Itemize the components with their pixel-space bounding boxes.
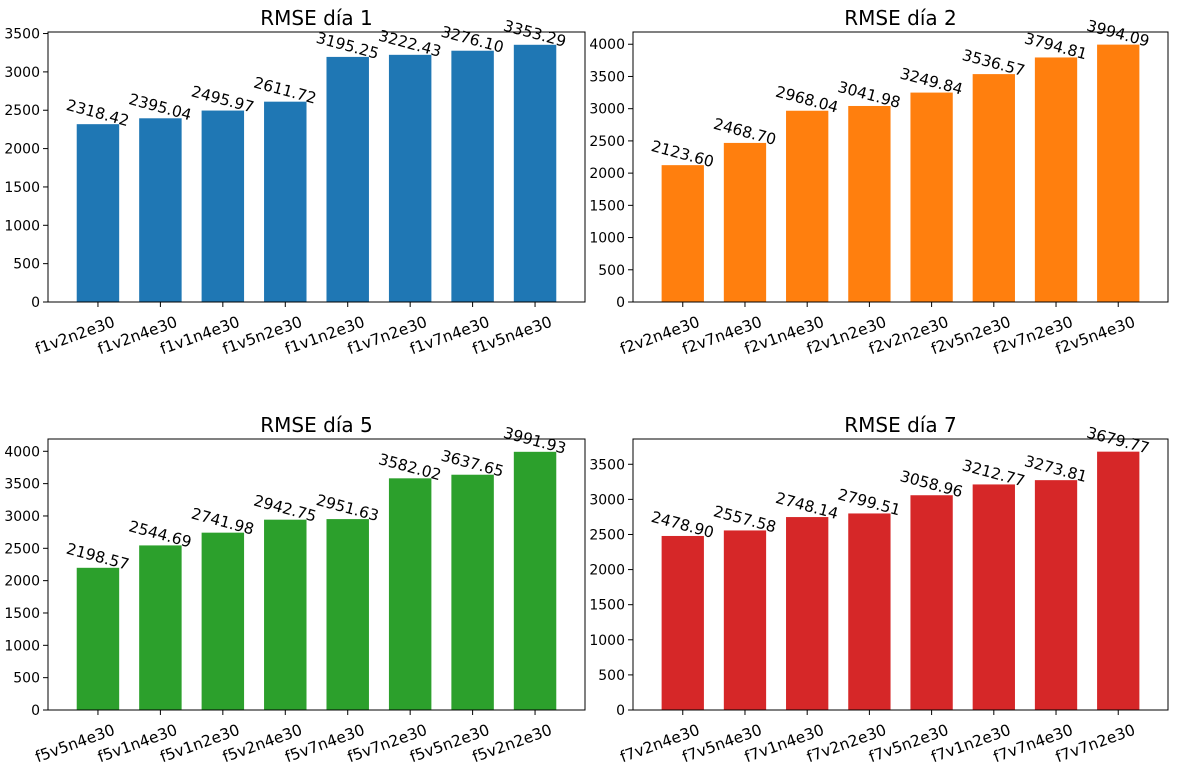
y-tick-label: 1000: [589, 633, 625, 649]
y-tick-label: 2500: [589, 134, 625, 150]
y-tick-label: 0: [31, 703, 40, 719]
bar: [513, 451, 557, 710]
y-tick-label: 3500: [589, 457, 625, 473]
axes-frame: [47, 438, 586, 711]
bar: [139, 545, 182, 710]
bar: [326, 519, 369, 710]
bar: [264, 101, 307, 302]
y-tick-label: 2000: [589, 563, 625, 579]
bar: [1034, 480, 1078, 710]
subplot-4: RMSE día 72478.90f7v2n4e302557.58f7v5n4e…: [589, 413, 1169, 766]
bar: [1097, 451, 1140, 710]
bar: [264, 519, 307, 710]
bar: [451, 50, 494, 302]
bar: [661, 165, 704, 302]
y-tick-label: 1500: [4, 606, 40, 622]
bar: [848, 513, 891, 710]
bar: [388, 54, 432, 303]
bar: [76, 567, 120, 710]
bar: [723, 530, 767, 710]
bar: [723, 142, 767, 302]
bar: [786, 517, 829, 710]
subplot-1: RMSE día 12318.42f1v2n2e302395.04f1v2n4e…: [4, 6, 586, 358]
y-tick-label: 3000: [589, 102, 625, 118]
y-tick-label: 500: [598, 668, 625, 684]
y-tick-label: 4000: [4, 444, 40, 460]
y-tick-label: 3000: [589, 492, 625, 508]
y-tick-label: 500: [598, 263, 625, 279]
bar: [910, 495, 953, 710]
y-tick-label: 1000: [4, 218, 40, 234]
y-tick-label: 2000: [589, 166, 625, 182]
y-tick-label: 0: [616, 295, 625, 311]
bar: [139, 118, 182, 302]
y-tick-label: 3500: [4, 27, 40, 43]
y-tick-label: 1500: [589, 198, 625, 214]
y-tick-label: 0: [616, 703, 625, 719]
y-tick-label: 500: [13, 671, 40, 687]
bar: [201, 532, 245, 710]
y-tick-label: 1500: [4, 180, 40, 196]
bar: [201, 110, 245, 302]
y-tick-label: 500: [13, 257, 40, 273]
y-tick-label: 2000: [4, 574, 40, 590]
axes-frame: [632, 31, 1169, 303]
bar: [451, 474, 494, 710]
chart-title: RMSE día 7: [844, 413, 956, 437]
y-tick-label: 3000: [4, 65, 40, 81]
y-tick-label: 3000: [4, 509, 40, 525]
bar: [848, 105, 891, 303]
chart-title: RMSE día 1: [260, 6, 372, 30]
bar: [76, 124, 120, 302]
y-tick-label: 2000: [4, 142, 40, 158]
y-tick-label: 0: [31, 295, 40, 311]
bar: [972, 484, 1015, 710]
y-tick-label: 1500: [589, 598, 625, 614]
y-tick-label: 4000: [589, 37, 625, 53]
subplot-3: RMSE día 52198.57f5v5n4e302544.69f5v1n4e…: [4, 413, 586, 766]
axes-frame: [47, 31, 586, 303]
bar: [786, 110, 829, 302]
bar: [661, 535, 704, 710]
y-tick-label: 2500: [589, 527, 625, 543]
bar: [1097, 44, 1140, 303]
bar: [388, 478, 432, 710]
y-tick-label: 1000: [4, 638, 40, 654]
bar: [513, 44, 557, 302]
bar: [972, 74, 1015, 302]
bar: [910, 92, 953, 302]
y-tick-label: 3500: [589, 69, 625, 85]
y-tick-label: 3500: [4, 477, 40, 493]
bar: [1034, 57, 1078, 303]
y-tick-label: 2500: [4, 541, 40, 557]
subplot-2: RMSE día 22123.60f2v2n4e302468.70f2v7n4e…: [589, 6, 1169, 358]
chart-title: RMSE día 5: [260, 413, 372, 437]
chart-title: RMSE día 2: [844, 6, 956, 30]
y-tick-label: 1000: [589, 231, 625, 247]
bar: [326, 56, 369, 302]
y-tick-label: 2500: [4, 103, 40, 119]
axes-frame: [632, 438, 1169, 711]
